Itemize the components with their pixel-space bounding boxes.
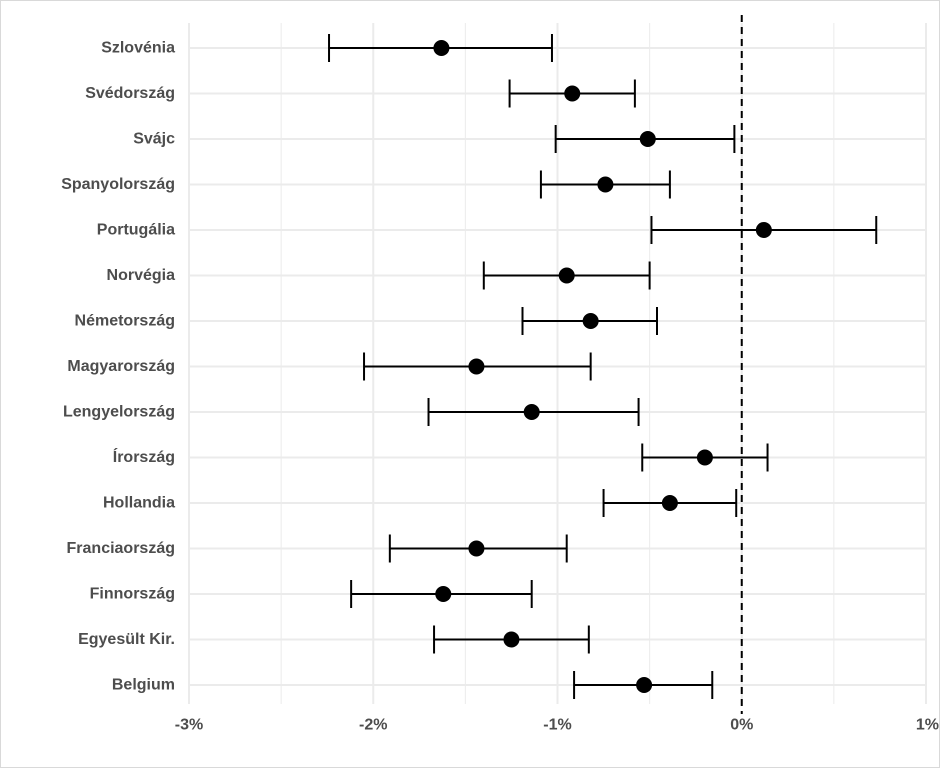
category-label: Finnország [90,586,175,603]
category-label: Lengyelország [63,404,175,421]
grid-layer [188,23,927,704]
estimate-point [639,131,656,147]
estimate-point [435,586,452,602]
estimate-point [755,222,772,238]
estimate-point [696,449,713,466]
category-label: Egyesült Kir. [78,631,175,648]
category-label: Hollandia [103,495,175,512]
estimate-point [523,404,540,420]
estimate-point [661,495,678,511]
estimate-point [558,267,575,284]
x-tick-label: 0% [730,717,753,734]
estimate-point [503,631,520,648]
estimate-point [582,313,599,329]
category-label: Svájc [133,131,175,148]
category-label: Magyarország [67,358,175,375]
x-tick-label: 1% [916,717,939,734]
category-label: Franciaország [67,540,175,557]
estimate-point [597,176,614,193]
x-tick-label: -2% [359,717,387,734]
category-label: Írország [113,447,175,466]
x-tick-label-layer: -3% -2% -1% 0% 1% [175,717,939,734]
estimate-point [564,85,581,102]
x-tick-label: -3% [175,717,203,734]
category-label: Németország [75,313,175,330]
category-label: Norvégia [107,267,176,284]
category-label: Spanyolország [61,176,175,193]
point-layer [433,40,772,693]
category-label: Szlovénia [101,40,175,57]
category-label: Svédország [85,85,175,102]
estimate-point [468,358,485,375]
x-tick-label: -1% [543,717,571,734]
estimate-point [636,677,653,693]
estimate-point [468,540,485,557]
category-label: Belgium [112,677,175,694]
category-label: Portugália [97,222,175,239]
estimate-point [433,40,450,56]
category-label-layer: Szlovénia Svédország Svájc Spanyolország Por… [61,40,175,694]
